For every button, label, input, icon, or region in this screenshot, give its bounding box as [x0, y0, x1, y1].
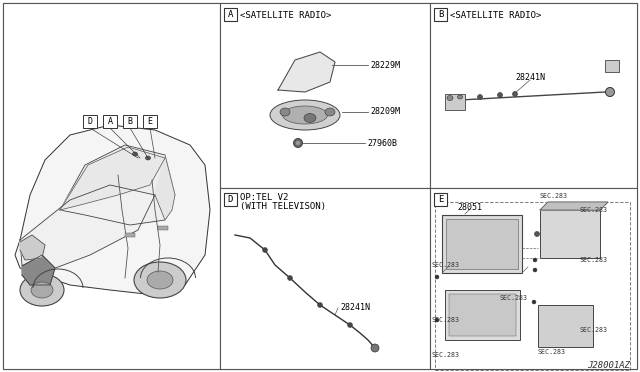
- Text: A: A: [108, 116, 113, 125]
- Bar: [540, 210, 600, 258]
- Text: SEC.283: SEC.283: [432, 262, 460, 268]
- Text: <SATELLITE RADIO>: <SATELLITE RADIO>: [450, 10, 541, 19]
- Bar: [224, 193, 237, 206]
- Ellipse shape: [317, 302, 323, 308]
- Polygon shape: [20, 185, 155, 270]
- Text: SEC.283: SEC.283: [580, 327, 608, 333]
- Text: A: A: [228, 10, 233, 19]
- Bar: [445, 290, 520, 340]
- Ellipse shape: [287, 276, 292, 280]
- Ellipse shape: [532, 300, 536, 304]
- Ellipse shape: [282, 106, 328, 124]
- Bar: [220, 188, 430, 369]
- Text: SEC.283: SEC.283: [580, 207, 608, 213]
- Text: SEC.283: SEC.283: [580, 257, 608, 263]
- Text: J28001AZ: J28001AZ: [587, 362, 630, 371]
- Polygon shape: [60, 145, 175, 225]
- Ellipse shape: [325, 108, 335, 116]
- Bar: [442, 215, 522, 273]
- Text: 28229M: 28229M: [370, 61, 400, 70]
- Bar: [435, 202, 630, 370]
- Ellipse shape: [497, 93, 502, 97]
- Ellipse shape: [31, 282, 53, 298]
- Bar: [446, 219, 518, 269]
- Ellipse shape: [145, 156, 150, 160]
- Polygon shape: [540, 202, 608, 210]
- Ellipse shape: [20, 274, 64, 306]
- Text: E: E: [438, 195, 443, 204]
- Text: 27960B: 27960B: [367, 138, 397, 148]
- Bar: [220, 3, 430, 188]
- Ellipse shape: [435, 275, 439, 279]
- Polygon shape: [278, 52, 335, 92]
- Ellipse shape: [296, 141, 301, 145]
- Ellipse shape: [348, 323, 353, 327]
- Polygon shape: [15, 125, 210, 295]
- Bar: [605, 60, 619, 72]
- Bar: [434, 8, 447, 21]
- Ellipse shape: [447, 96, 453, 100]
- Ellipse shape: [280, 108, 290, 116]
- Ellipse shape: [132, 152, 138, 156]
- Bar: [143, 115, 157, 128]
- Text: <SATELLITE RADIO>: <SATELLITE RADIO>: [240, 10, 332, 19]
- Bar: [430, 188, 637, 369]
- Ellipse shape: [513, 92, 518, 96]
- Bar: [123, 115, 137, 128]
- Text: (WITH TELEVISON): (WITH TELEVISON): [240, 202, 326, 212]
- Text: SEC.283: SEC.283: [540, 193, 568, 199]
- Bar: [125, 233, 135, 237]
- Ellipse shape: [605, 87, 614, 96]
- Text: 28051: 28051: [458, 202, 483, 212]
- Polygon shape: [22, 255, 55, 285]
- Ellipse shape: [371, 344, 379, 352]
- Ellipse shape: [533, 258, 537, 262]
- Bar: [430, 3, 637, 188]
- Bar: [445, 94, 465, 110]
- Text: 28241N: 28241N: [515, 73, 545, 81]
- Text: SEC.283: SEC.283: [538, 349, 566, 355]
- Text: 28209M: 28209M: [370, 108, 400, 116]
- Bar: [158, 226, 168, 230]
- Ellipse shape: [534, 231, 540, 237]
- Ellipse shape: [270, 100, 340, 130]
- Text: OP:TEL V2: OP:TEL V2: [240, 193, 289, 202]
- Polygon shape: [155, 155, 175, 220]
- Text: D: D: [228, 195, 233, 204]
- Text: E: E: [147, 116, 152, 125]
- Ellipse shape: [533, 268, 537, 272]
- Bar: [538, 305, 593, 347]
- Ellipse shape: [477, 94, 483, 99]
- Ellipse shape: [147, 271, 173, 289]
- Bar: [224, 8, 237, 21]
- Polygon shape: [20, 235, 45, 260]
- Ellipse shape: [262, 247, 268, 253]
- Bar: [434, 193, 447, 206]
- Bar: [3, 3, 220, 369]
- Text: SEC.283: SEC.283: [500, 295, 528, 301]
- Ellipse shape: [435, 318, 439, 322]
- Text: B: B: [438, 10, 443, 19]
- Ellipse shape: [134, 262, 186, 298]
- Text: 28241N: 28241N: [340, 304, 370, 312]
- Ellipse shape: [294, 138, 303, 148]
- Ellipse shape: [304, 113, 316, 122]
- Text: D: D: [88, 116, 93, 125]
- Bar: [83, 115, 97, 128]
- Ellipse shape: [458, 95, 463, 99]
- Text: B: B: [127, 116, 132, 125]
- Bar: [103, 115, 117, 128]
- Polygon shape: [60, 147, 165, 210]
- Text: SEC.283: SEC.283: [432, 317, 460, 323]
- Text: SEC.283: SEC.283: [432, 352, 460, 358]
- Bar: [449, 294, 516, 336]
